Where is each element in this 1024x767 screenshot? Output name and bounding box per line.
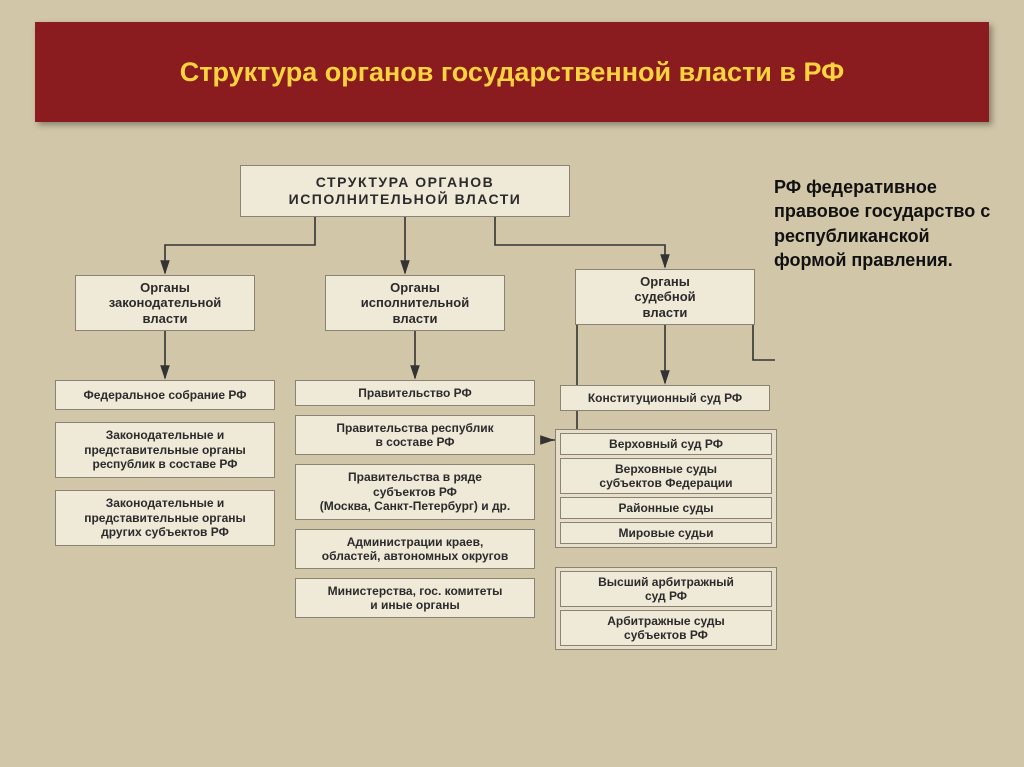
exec-item-2: Правительства в ряде субъектов РФ (Москв…	[295, 464, 535, 520]
org-chart: СТРУКТУРА ОРГАНОВ ИСПОЛНИТЕЛЬНОЙ ВЛАСТИ …	[35, 165, 775, 755]
page-title: Структура органов государственной власти…	[180, 57, 844, 88]
jud-a-0: Верховный суд РФ	[560, 433, 772, 455]
jud-a-2: Районные суды	[560, 497, 772, 519]
title-banner: Структура органов государственной власти…	[35, 22, 989, 122]
jud-b-0: Высший арбитражный суд РФ	[560, 571, 772, 607]
branch-executive: Органы исполнительной власти	[325, 275, 505, 331]
jud-group-b: Высший арбитражный суд РФ Арбитражные су…	[555, 567, 777, 650]
side-note: РФ федеративное правовое государство с р…	[774, 175, 994, 272]
jud-a-3: Мировые судьи	[560, 522, 772, 544]
branch-judicial: Органы судебной власти	[575, 269, 755, 325]
jud-top-0: Конституционный суд РФ	[560, 385, 770, 411]
leg-item-0: Федеральное собрание РФ	[55, 380, 275, 410]
root-node: СТРУКТУРА ОРГАНОВ ИСПОЛНИТЕЛЬНОЙ ВЛАСТИ	[240, 165, 570, 217]
exec-item-1: Правительства республик в составе РФ	[295, 415, 535, 455]
branch-legislative: Органы законодательной власти	[75, 275, 255, 331]
jud-a-1: Верховные суды субъектов Федерации	[560, 458, 772, 494]
exec-item-3: Администрации краев, областей, автономны…	[295, 529, 535, 569]
exec-item-0: Правительство РФ	[295, 380, 535, 406]
leg-item-1: Законодательные и представительные орган…	[55, 422, 275, 478]
exec-item-4: Министерства, гос. комитеты и иные орган…	[295, 578, 535, 618]
jud-b-1: Арбитражные суды субъектов РФ	[560, 610, 772, 646]
jud-group-a: Верховный суд РФ Верховные суды субъекто…	[555, 429, 777, 548]
page: Структура органов государственной власти…	[0, 0, 1024, 767]
leg-item-2: Законодательные и представительные орган…	[55, 490, 275, 546]
